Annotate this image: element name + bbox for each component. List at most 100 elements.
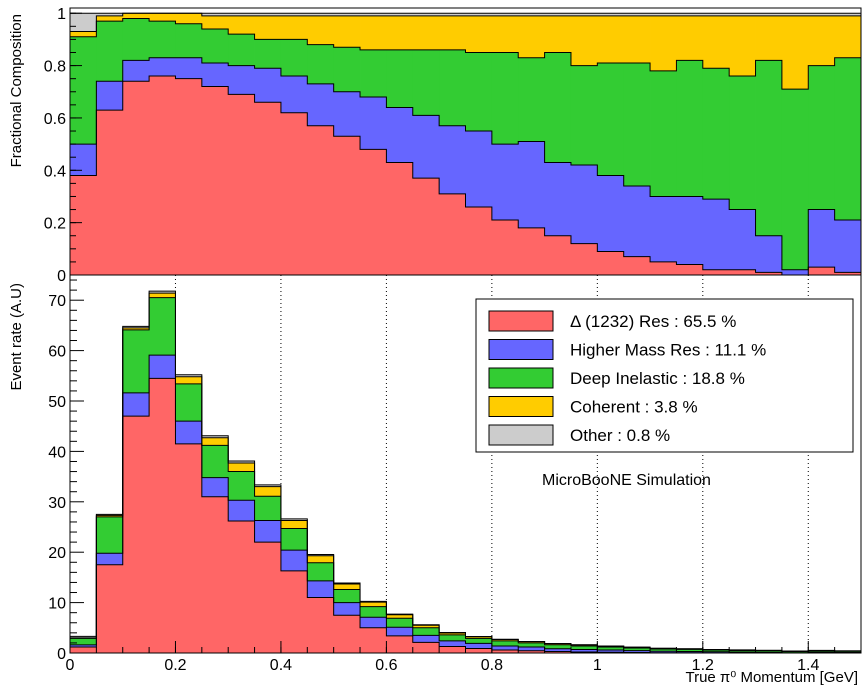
- bottom-bar-4-bin-10: [307, 555, 335, 563]
- bottom-bar-4-bin-11: [333, 583, 361, 590]
- bottom-bar-5-bin-4: [149, 291, 176, 294]
- top-bar-1-bin-23: [650, 261, 677, 275]
- legend-label-5: Other : 0.8 %: [570, 426, 670, 445]
- top-bar-4-bin-15: [439, 15, 466, 50]
- bottom-bar-3-bin-6: [201, 445, 229, 478]
- top-bar-2-bin-7: [228, 65, 255, 95]
- top-bar-1-bin-11: [333, 136, 361, 275]
- bottom-x-axis-label: True π⁰ Momentum [GeV]: [685, 669, 858, 686]
- top-bar-3-bin-18: [518, 57, 545, 142]
- bottom-bar-1-bin-15: [439, 646, 466, 653]
- bottom-bar-2-bin-25: [702, 651, 730, 653]
- legend-label-1: Δ (1232) Res : 65.5 %: [570, 312, 736, 331]
- bottom-bar-3-bin-8: [254, 496, 282, 521]
- bottom-ytick-label-7: 60: [48, 344, 66, 361]
- xtick-label-8: 1.4: [797, 657, 819, 674]
- top-bar-2-bin-4: [149, 57, 176, 77]
- top-bar-3-bin-23: [650, 70, 677, 197]
- top-bar-3-bin-5: [175, 23, 203, 58]
- bottom-bar-4-bin-4: [149, 293, 176, 298]
- bottom-bar-2-bin-1: [70, 644, 97, 647]
- bottom-bar-1-bin-8: [254, 542, 282, 653]
- top-bar-4-bin-4: [149, 13, 176, 22]
- bottom-bar-4-bin-6: [201, 437, 229, 446]
- top-bar-1-bin-1: [70, 175, 97, 275]
- top-bar-4-bin-12: [360, 15, 387, 50]
- bottom-bar-4-bin-18: [518, 641, 545, 643]
- top-outline-3: [70, 17, 861, 90]
- top-bar-1-bin-9: [280, 112, 308, 276]
- top-bar-2-bin-3: [122, 60, 150, 82]
- bottom-bar-3-bin-26: [729, 650, 756, 652]
- xtick-label-7: 1.2: [692, 657, 714, 674]
- bottom-bar-1-bin-14: [412, 642, 440, 653]
- bottom-x-axis-ticks: 0 0.2 0.4 0.6 0.8 1 1.2 1.4: [66, 641, 836, 674]
- top-bar-2-bin-28: [781, 269, 809, 275]
- bottom-bar-4-bin-13: [386, 614, 414, 619]
- top-bar-2-bin-12: [360, 97, 387, 150]
- bottom-bar-3-bin-28: [781, 651, 809, 653]
- bottom-bar-2-bin-21: [597, 649, 625, 653]
- top-bar-2-bin-15: [439, 125, 466, 194]
- bottom-bar-3-bin-1: [70, 638, 97, 645]
- bottom-bar-1-bin-7: [228, 520, 255, 653]
- bottom-bar-1-bin-13: [386, 635, 414, 653]
- bottom-bar-4-bin-20: [570, 644, 598, 646]
- bottom-bar-2-bin-14: [412, 635, 440, 643]
- top-bar-4-bin-7: [228, 15, 255, 35]
- top-bar-5-bin-24: [676, 13, 704, 16]
- bottom-bar-2-bin-13: [386, 627, 414, 636]
- top-bar-3-bin-29: [808, 65, 836, 210]
- bottom-bar-2-bin-9: [280, 550, 308, 571]
- bottom-bar-3-bin-18: [518, 642, 545, 647]
- bottom-bar-4-bin-17: [491, 639, 519, 641]
- top-bar-4-bin-14: [412, 15, 440, 50]
- top-bar-3-bin-9: [280, 39, 308, 77]
- top-bar-2-bin-17: [491, 144, 519, 221]
- top-bar-1-bin-12: [360, 149, 387, 275]
- top-bar-2-bin-6: [201, 62, 229, 87]
- bottom-ytick-label-8: 70: [48, 293, 66, 310]
- top-bar-4-bin-29: [808, 15, 836, 66]
- bottom-bar-2-bin-12: [360, 617, 387, 628]
- bottom-ytick-label-6: 50: [48, 394, 66, 411]
- top-bar-3-bin-10: [307, 44, 335, 84]
- top-bar-1-bin-8: [254, 102, 282, 275]
- top-bar-5-bin-9: [280, 13, 308, 16]
- top-bar-5-bin-20: [570, 13, 598, 16]
- top-bar-3-bin-15: [439, 49, 466, 126]
- top-ytick-label-4: 0.6: [44, 111, 66, 128]
- top-bar-3-bin-22: [623, 62, 651, 186]
- bottom-bar-2-bin-3: [122, 392, 150, 417]
- bottom-bar-1-bin-2: [96, 564, 124, 653]
- top-bar-2-bin-26: [729, 209, 756, 270]
- top-bar-4-bin-11: [333, 15, 361, 48]
- top-bar-5-bin-14: [412, 13, 440, 16]
- top-bar-1-bin-30: [834, 272, 862, 275]
- top-bar-4-bin-23: [650, 15, 677, 71]
- bottom-ytick-label-5: 40: [48, 444, 66, 461]
- top-bar-4-bin-3: [122, 13, 150, 19]
- top-bar-3-bin-24: [676, 60, 704, 197]
- top-bar-4-bin-2: [96, 15, 124, 22]
- event-rate-panel: 0 10 20 30 40 50 60 70 0 0.2 0.4 0.6 0.8 1 1.2 1.4 Eve…: [8, 274, 862, 686]
- bottom-bar-1-bin-10: [307, 597, 335, 653]
- top-step-outlines: [70, 12, 861, 276]
- bottom-bar-2-bin-24: [676, 651, 704, 653]
- bottom-bar-2-bin-2: [96, 553, 124, 565]
- top-bar-4-bin-6: [201, 15, 229, 29]
- top-bar-2-bin-16: [465, 131, 493, 207]
- top-bar-1-bin-15: [439, 193, 466, 275]
- top-bar-5-bin-21: [597, 13, 625, 16]
- bottom-bar-1-bin-19: [544, 651, 572, 653]
- top-bar-3-bin-2: [96, 21, 124, 82]
- bottom-bar-5-bin-7: [228, 460, 255, 463]
- bottom-bar-5-bin-2: [96, 514, 124, 516]
- top-bar-1-bin-7: [228, 94, 255, 275]
- top-bar-3-bin-12: [360, 49, 387, 97]
- top-bar-3-bin-16: [465, 52, 493, 132]
- legend: Δ (1232) Res : 65.5 % Higher Mass Res : 1…: [475, 298, 854, 453]
- bottom-y-axis-label: Event rate (A.U): [8, 283, 25, 391]
- top-bar-1-bin-17: [491, 220, 519, 275]
